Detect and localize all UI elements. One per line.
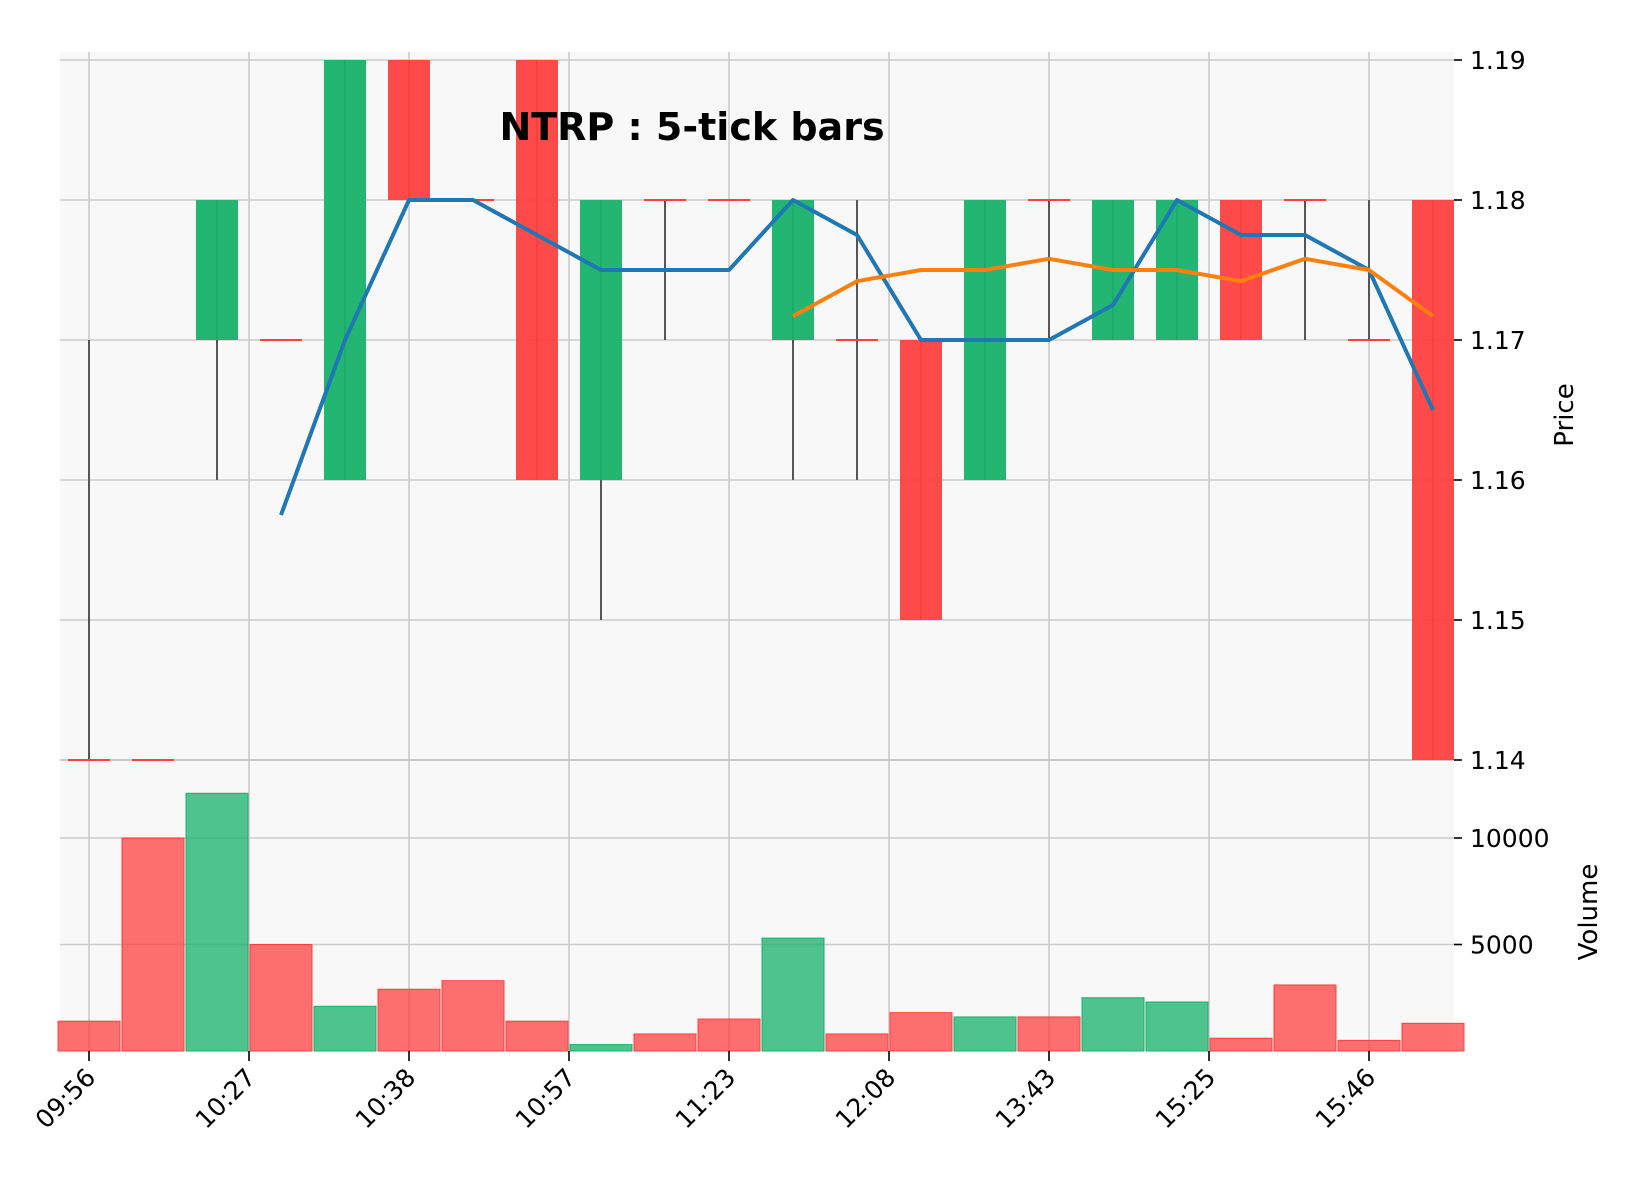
volume-bar bbox=[1273, 984, 1337, 1052]
moving-average-line-orange bbox=[792, 256, 1435, 318]
price-axis-label: Price bbox=[1550, 383, 1580, 446]
price-tick-label: 1.14 bbox=[1470, 746, 1526, 775]
volume-bar bbox=[441, 980, 505, 1052]
price-tick-label: 1.15 bbox=[1470, 606, 1526, 635]
volume-bar bbox=[825, 1033, 889, 1052]
x-tick-label: 09:56 bbox=[30, 1063, 101, 1134]
x-tick-label: 13:43 bbox=[990, 1063, 1061, 1134]
x-tick-label: 10:38 bbox=[350, 1063, 421, 1134]
volume-bars bbox=[57, 792, 1465, 1052]
price-panel-background bbox=[60, 52, 1454, 760]
candle-body bbox=[196, 200, 238, 340]
candle-body bbox=[772, 200, 814, 340]
candle-body bbox=[1220, 200, 1262, 340]
candle-body bbox=[388, 60, 430, 200]
volume-bar bbox=[1401, 1022, 1465, 1052]
moving-average-line-blue bbox=[279, 198, 1435, 516]
volume-bar bbox=[57, 1020, 121, 1052]
volume-bar bbox=[505, 1020, 569, 1052]
volume-tick-label: 5000 bbox=[1470, 931, 1534, 960]
x-tick-label: 11:23 bbox=[670, 1063, 741, 1134]
volume-bar bbox=[633, 1033, 697, 1052]
volume-bar bbox=[249, 944, 313, 1052]
volume-bar bbox=[1209, 1037, 1273, 1052]
moving-average-lines bbox=[279, 198, 1435, 516]
volume-bar bbox=[313, 1005, 377, 1052]
volume-axis-label: Volume bbox=[1574, 864, 1604, 961]
x-tick-label: 10:27 bbox=[190, 1063, 261, 1134]
candle-body bbox=[900, 340, 942, 620]
volume-bar bbox=[953, 1016, 1017, 1052]
volume-tick-label: 10000 bbox=[1470, 824, 1550, 853]
candle-body bbox=[1412, 200, 1454, 760]
volume-bar bbox=[697, 1018, 761, 1052]
volume-bar bbox=[1017, 1016, 1081, 1052]
volume-bar bbox=[1081, 997, 1145, 1052]
volume-bar bbox=[569, 1044, 633, 1052]
x-tick-label: 10:57 bbox=[510, 1063, 581, 1134]
volume-bar bbox=[185, 792, 249, 1052]
price-tick-label: 1.17 bbox=[1470, 326, 1526, 355]
volume-bar bbox=[1337, 1039, 1401, 1052]
candle-body bbox=[580, 200, 622, 480]
x-tick-label: 15:46 bbox=[1310, 1063, 1381, 1134]
candle-body bbox=[516, 60, 558, 480]
volume-bar bbox=[121, 837, 185, 1052]
price-tick-label: 1.16 bbox=[1470, 466, 1526, 495]
x-tick-label: 15:25 bbox=[1150, 1063, 1221, 1134]
volume-bar bbox=[889, 1012, 953, 1052]
candle-body bbox=[324, 60, 366, 480]
volume-bar bbox=[1145, 1001, 1209, 1052]
volume-bar bbox=[377, 988, 441, 1052]
x-tick-label: 12:08 bbox=[830, 1063, 901, 1134]
price-tick-label: 1.18 bbox=[1470, 186, 1526, 215]
volume-bar bbox=[761, 937, 825, 1052]
price-tick-label: 1.19 bbox=[1470, 46, 1526, 75]
chart-title: NTRP : 5-tick bars bbox=[499, 105, 884, 149]
